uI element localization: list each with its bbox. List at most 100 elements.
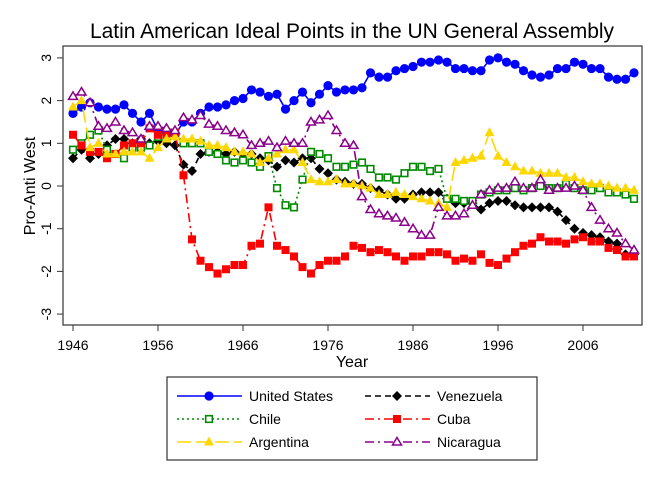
- data-point-nicaragua: [126, 126, 139, 137]
- data-point-argentina: [161, 133, 172, 143]
- data-point-argentina: [408, 191, 418, 201]
- data-point-argentina: [221, 142, 231, 152]
- legend-marker: [393, 415, 401, 423]
- data-point-venezuela: [510, 200, 520, 211]
- data-point-cuba: [120, 141, 128, 150]
- data-point-cuba: [315, 260, 324, 269]
- data-point-argentina: [348, 178, 359, 188]
- data-point-argentina: [399, 189, 410, 199]
- data-point-cuba: [239, 260, 247, 269]
- data-point-argentina: [442, 201, 452, 211]
- data-point-united-states: [365, 68, 376, 78]
- data-point-united-states: [255, 87, 265, 97]
- data-point-nicaragua: [381, 209, 394, 220]
- data-point-argentina: [195, 135, 206, 145]
- data-point-venezuela: [289, 157, 299, 168]
- data-point-cuba: [324, 256, 332, 265]
- data-point-argentina: [153, 142, 163, 152]
- data-point-cuba: [468, 256, 477, 265]
- data-point-argentina: [238, 146, 248, 156]
- data-point-argentina: [178, 133, 189, 143]
- data-point-argentina: [136, 146, 146, 156]
- data-point-united-states: [544, 70, 554, 80]
- data-point-venezuela: [569, 223, 580, 234]
- data-point-united-states: [399, 63, 410, 74]
- data-point-nicaragua: [534, 173, 547, 184]
- data-point-argentina: [127, 146, 138, 156]
- data-point-cuba: [613, 246, 621, 255]
- data-point-venezuela: [518, 202, 529, 213]
- data-point-argentina: [357, 180, 367, 190]
- series-argentina: [68, 95, 639, 211]
- data-point-united-states: [535, 72, 546, 82]
- series-nicaragua: [67, 86, 640, 254]
- data-point-cuba: [409, 252, 417, 261]
- data-point-cuba: [392, 252, 400, 261]
- data-point-argentina: [204, 139, 214, 149]
- data-point-argentina: [603, 180, 614, 190]
- data-point-argentina: [229, 146, 240, 156]
- data-point-nicaragua: [101, 122, 113, 133]
- data-point-united-states: [127, 108, 138, 119]
- data-point-chile: [204, 147, 214, 156]
- data-point-argentina: [212, 139, 223, 149]
- data-point-chile: [400, 169, 409, 178]
- data-point-cuba: [179, 171, 188, 180]
- data-point-argentina: [569, 171, 580, 181]
- data-point-united-states: [425, 57, 435, 67]
- data-point-argentina: [187, 133, 197, 143]
- data-point-cuba: [630, 252, 638, 261]
- data-point-argentina: [365, 182, 376, 192]
- data-point-chile: [247, 158, 256, 167]
- data-point-nicaragua: [432, 201, 445, 212]
- data-point-united-states: [238, 93, 248, 104]
- data-point-united-states: [484, 55, 495, 65]
- data-point-united-states: [297, 87, 308, 97]
- data-point-argentina: [144, 152, 155, 162]
- data-point-argentina: [595, 178, 605, 188]
- data-point-cuba: [290, 252, 298, 261]
- data-point-cuba: [434, 248, 443, 257]
- data-point-nicaragua: [560, 182, 572, 192]
- data-point-cuba: [553, 237, 562, 246]
- data-point-united-states: [119, 100, 129, 110]
- data-point-argentina: [425, 195, 435, 205]
- y-tick-label: 2: [38, 96, 54, 104]
- data-point-argentina: [552, 167, 563, 177]
- data-point-cuba: [570, 235, 579, 244]
- data-point-cuba: [196, 256, 205, 265]
- data-point-nicaragua: [339, 137, 351, 148]
- data-point-argentina: [450, 157, 461, 167]
- data-point-united-states: [212, 102, 223, 112]
- data-point-chile: [451, 194, 460, 203]
- legend-label: Venezuela: [437, 388, 503, 404]
- data-point-united-states: [204, 102, 214, 112]
- data-point-cuba: [545, 237, 553, 246]
- y-tick-label: -3: [38, 308, 54, 321]
- data-point-united-states: [561, 63, 571, 74]
- data-point-nicaragua: [449, 209, 462, 220]
- legend-marker: [392, 391, 402, 401]
- data-point-nicaragua: [347, 139, 360, 150]
- data-point-nicaragua: [364, 203, 377, 214]
- data-point-nicaragua: [322, 109, 334, 120]
- data-point-cuba: [332, 256, 341, 265]
- data-point-nicaragua: [288, 137, 300, 148]
- legend-item-argentina: Argentina: [177, 434, 309, 450]
- data-point-cuba: [562, 239, 570, 248]
- data-point-venezuela: [187, 166, 197, 177]
- legend-item-nicaragua: Nicaragua: [365, 434, 501, 450]
- y-tick-label: -1: [38, 222, 54, 235]
- data-point-nicaragua: [92, 120, 105, 130]
- data-point-cuba: [511, 248, 519, 257]
- data-point-cuba: [94, 147, 103, 156]
- data-point-cuba: [128, 139, 137, 148]
- data-point-cuba: [451, 256, 460, 265]
- data-point-venezuela: [552, 206, 563, 217]
- data-point-nicaragua: [118, 124, 130, 135]
- data-point-venezuela: [476, 204, 486, 215]
- data-point-united-states: [552, 63, 563, 74]
- data-point-chile: [425, 166, 435, 176]
- data-point-cuba: [307, 269, 315, 278]
